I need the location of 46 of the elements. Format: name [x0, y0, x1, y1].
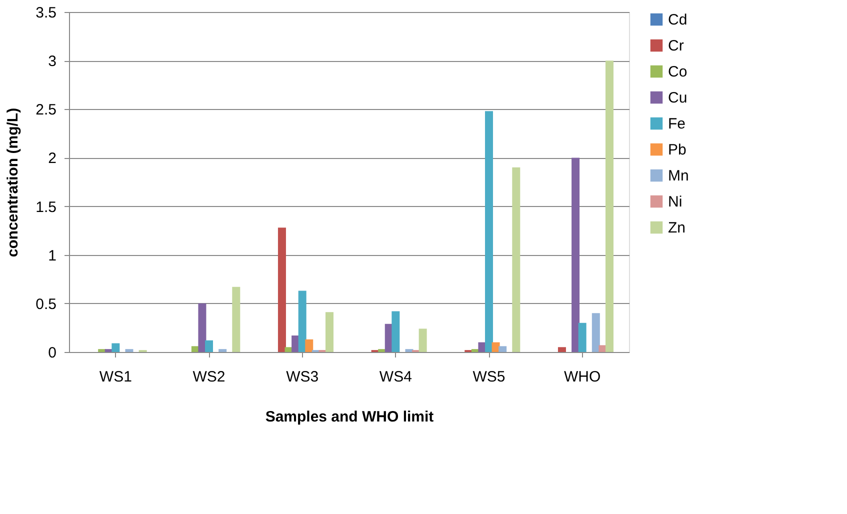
bar	[485, 111, 493, 352]
bar	[418, 328, 427, 352]
x-tick-label: WS2	[192, 368, 226, 386]
legend-label: Co	[668, 64, 688, 80]
bar	[392, 311, 400, 352]
bar	[605, 60, 614, 352]
y-tick-label: 2	[48, 150, 56, 168]
bar	[572, 158, 580, 352]
bar	[198, 303, 206, 352]
bar	[498, 346, 507, 352]
x-tick-label: WS4	[379, 368, 412, 386]
legend-label: Fe	[668, 116, 686, 132]
y-tick-label: 1.5	[36, 198, 56, 216]
y-tick-label: 3	[48, 53, 56, 70]
y-tick-label: 2.5	[36, 102, 56, 119]
bar	[405, 349, 414, 352]
bar	[205, 340, 213, 352]
y-tick-label: 3.5	[36, 4, 56, 22]
y-axis-title: concentration (mg/L)	[4, 108, 22, 258]
legend-label: Zn	[668, 220, 686, 236]
x-tick-label: WS1	[99, 368, 132, 386]
bar	[232, 286, 240, 352]
bar	[305, 339, 314, 352]
legend-label: Pb	[668, 142, 686, 158]
bar	[578, 322, 586, 352]
bar	[125, 349, 134, 352]
x-tick-label: WS3	[286, 368, 319, 386]
y-tick-label: 1	[48, 247, 56, 264]
legend-label: Mn	[668, 168, 689, 184]
bar	[278, 228, 286, 352]
legend-label: Cr	[668, 38, 684, 54]
bar	[218, 349, 227, 352]
bar	[558, 347, 566, 352]
x-tick-label: WHO	[564, 368, 601, 386]
y-tick-label: 0	[48, 344, 56, 362]
bar	[325, 312, 334, 352]
legend-label: Cu	[668, 90, 688, 106]
x-tick-label: WS5	[472, 368, 506, 386]
legend-label: Cd	[668, 12, 688, 28]
bar	[112, 343, 120, 352]
bar	[592, 313, 600, 352]
x-axis-title: Samples and WHO limit	[265, 408, 434, 426]
legend-label: Ni	[668, 194, 682, 210]
y-tick-label: 0.5	[36, 296, 56, 313]
bar	[298, 290, 306, 352]
bar	[512, 167, 520, 352]
